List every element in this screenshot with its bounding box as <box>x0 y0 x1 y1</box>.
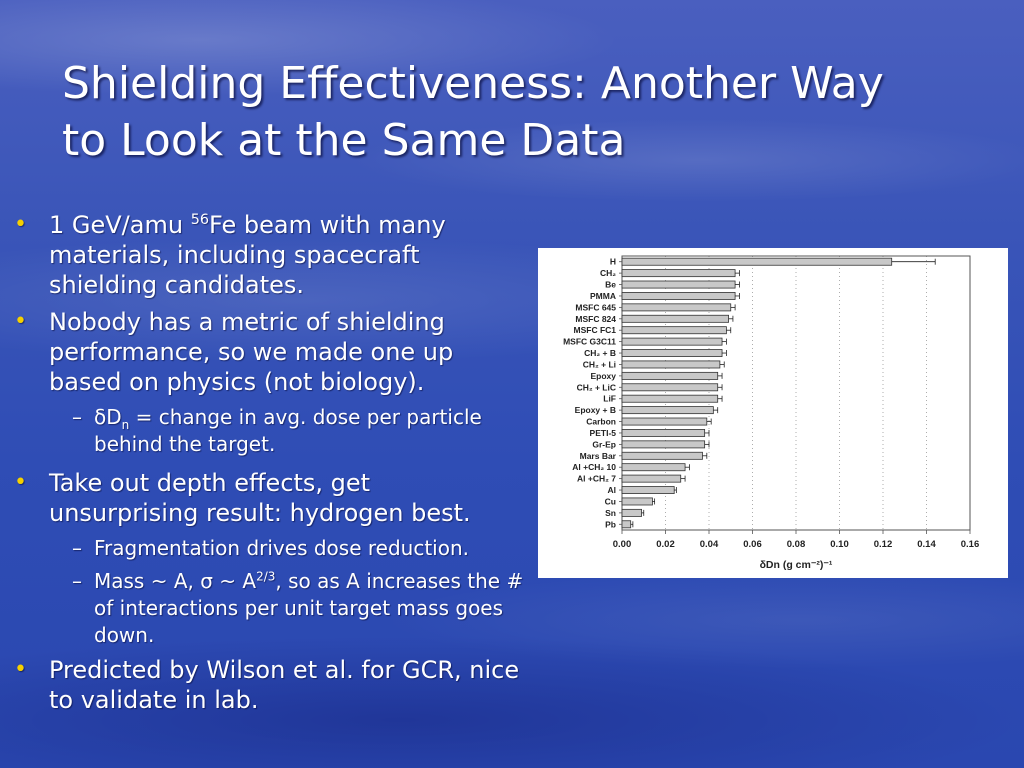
x-tick-label: 0.02 <box>656 539 675 550</box>
bar <box>621 486 675 494</box>
x-tick-label: 0.12 <box>874 539 893 550</box>
bullet-2: • Nobody has a metric of shielding perfo… <box>14 307 524 397</box>
category-label: CH₂ <box>600 268 616 278</box>
delta-dn-symbol: δD <box>94 405 122 429</box>
category-label: Gr-Ep <box>592 439 616 449</box>
title-line-1: Shielding Effectiveness: Another Way <box>62 58 884 109</box>
category-label: Al +CH₂ 7 <box>577 474 616 484</box>
dash-icon: – <box>72 536 82 560</box>
category-label: MSFC G3C11 <box>563 337 616 347</box>
category-label: CH₂ + LiC <box>577 382 616 392</box>
bar <box>621 371 719 380</box>
category-label: CH₂ + B <box>584 348 616 358</box>
bullet-dot-icon: • <box>14 309 27 334</box>
x-tick-label: 0.06 <box>743 539 762 550</box>
bar <box>621 440 706 449</box>
bullet-list: • 1 GeV/amu 56Fe beam with many material… <box>14 210 524 722</box>
category-label: Al +CH₂ 10 <box>572 462 616 472</box>
bullet-3-sub-2: – Mass ~ A, σ ~ A2/3, so as A increases … <box>14 568 524 649</box>
bullet-1-sup: 56 <box>190 212 210 228</box>
bar <box>621 429 706 437</box>
x-tick-label: 0.16 <box>961 539 980 550</box>
sigma-symbol: σ <box>200 569 213 593</box>
x-tick-label: 0.00 <box>613 539 632 550</box>
bullet-2-sub-1-text: = change in avg. dose per particle behin… <box>94 405 482 456</box>
bullet-3-sub-2-sup: 2/3 <box>256 569 276 584</box>
category-label: Mars Bar <box>580 451 617 461</box>
bullet-3-sub-2-c: , so as A increases the # of interaction… <box>94 569 524 647</box>
bar <box>621 337 723 346</box>
bar <box>621 292 736 300</box>
bar <box>621 463 686 472</box>
bar <box>621 383 719 392</box>
category-label: Epoxy + B <box>575 405 616 415</box>
title-line-2: to Look at the Same Data <box>62 115 626 166</box>
bar <box>621 406 714 415</box>
bar <box>621 451 703 460</box>
category-label: H <box>610 257 616 267</box>
bullet-3-sub-1-text: Fragmentation drives dose reduction. <box>94 536 469 560</box>
dash-icon: – <box>72 569 82 593</box>
category-label: Epoxy <box>590 371 616 381</box>
bullet-1-pre: 1 GeV/amu <box>49 211 191 239</box>
bullet-3-sub-1: – Fragmentation drives dose reduction. <box>14 535 524 562</box>
bullet-1: • 1 GeV/amu 56Fe beam with many material… <box>14 210 524 300</box>
bullet-dot-icon: • <box>14 470 27 495</box>
x-axis-label: δDn (g cm⁻²)⁻¹ <box>760 559 833 571</box>
bullet-2-sub-1: – δDn = change in avg. dose per particle… <box>14 404 524 458</box>
bullet-3-sub-2-a: Mass ~ A, <box>94 569 201 593</box>
bullet-3: • Take out depth effects, get unsurprisi… <box>14 468 524 528</box>
bar <box>621 497 653 506</box>
category-label: PETI-5 <box>590 428 617 438</box>
bullet-dot-icon: • <box>14 212 27 237</box>
bar <box>621 360 721 369</box>
bar <box>621 417 708 426</box>
category-label: PMMA <box>590 291 616 301</box>
bar <box>621 303 732 312</box>
bar <box>621 349 723 357</box>
x-tick-label: 0.10 <box>830 539 849 550</box>
category-label: Sn <box>605 508 616 518</box>
bullet-3-sub-2-b: ~ A <box>212 569 257 593</box>
dash-icon: – <box>72 405 82 429</box>
bar <box>621 508 642 517</box>
bullet-4-text: Predicted by Wilson et al. for GCR, nice… <box>49 656 520 714</box>
category-label: Carbon <box>586 417 616 427</box>
category-label: CH₂ + Li <box>583 359 616 369</box>
bar <box>621 394 719 403</box>
delta-dn-subscript: n <box>121 418 130 432</box>
bullet-4: • Predicted by Wilson et al. for GCR, ni… <box>14 655 524 715</box>
category-label: MSFC 824 <box>575 314 616 324</box>
bar <box>621 280 736 289</box>
shielding-chart: H CH₂ Be PMMA MSFC 645 MSFC 824 MSFC FC1 MSFC G… <box>538 248 1008 578</box>
x-tick-label: 0.08 <box>787 539 806 550</box>
bullet-1-post: Fe beam with many materials, including s… <box>49 211 446 299</box>
bar <box>621 257 893 266</box>
bullet-dot-icon: • <box>14 657 27 682</box>
bar <box>621 326 727 335</box>
slide-title: Shielding Effectiveness: Another Way to … <box>62 55 962 169</box>
category-label: Be <box>605 280 616 290</box>
category-label: Al <box>608 485 617 495</box>
bar <box>621 520 632 529</box>
bullet-3-text: Take out depth effects, get unsurprising… <box>49 469 471 527</box>
category-label: MSFC FC1 <box>574 325 617 335</box>
category-label: MSFC 645 <box>575 302 616 312</box>
x-tick-label: 0.04 <box>700 539 719 550</box>
bar <box>621 474 682 483</box>
x-tick-label: 0.14 <box>917 539 936 550</box>
bar <box>621 269 736 278</box>
category-label: Cu <box>605 496 616 506</box>
category-label: Pb <box>605 519 616 529</box>
bar <box>621 314 729 323</box>
category-label: LiF <box>603 394 616 404</box>
bullet-2-text: Nobody has a metric of shielding perform… <box>49 308 454 396</box>
